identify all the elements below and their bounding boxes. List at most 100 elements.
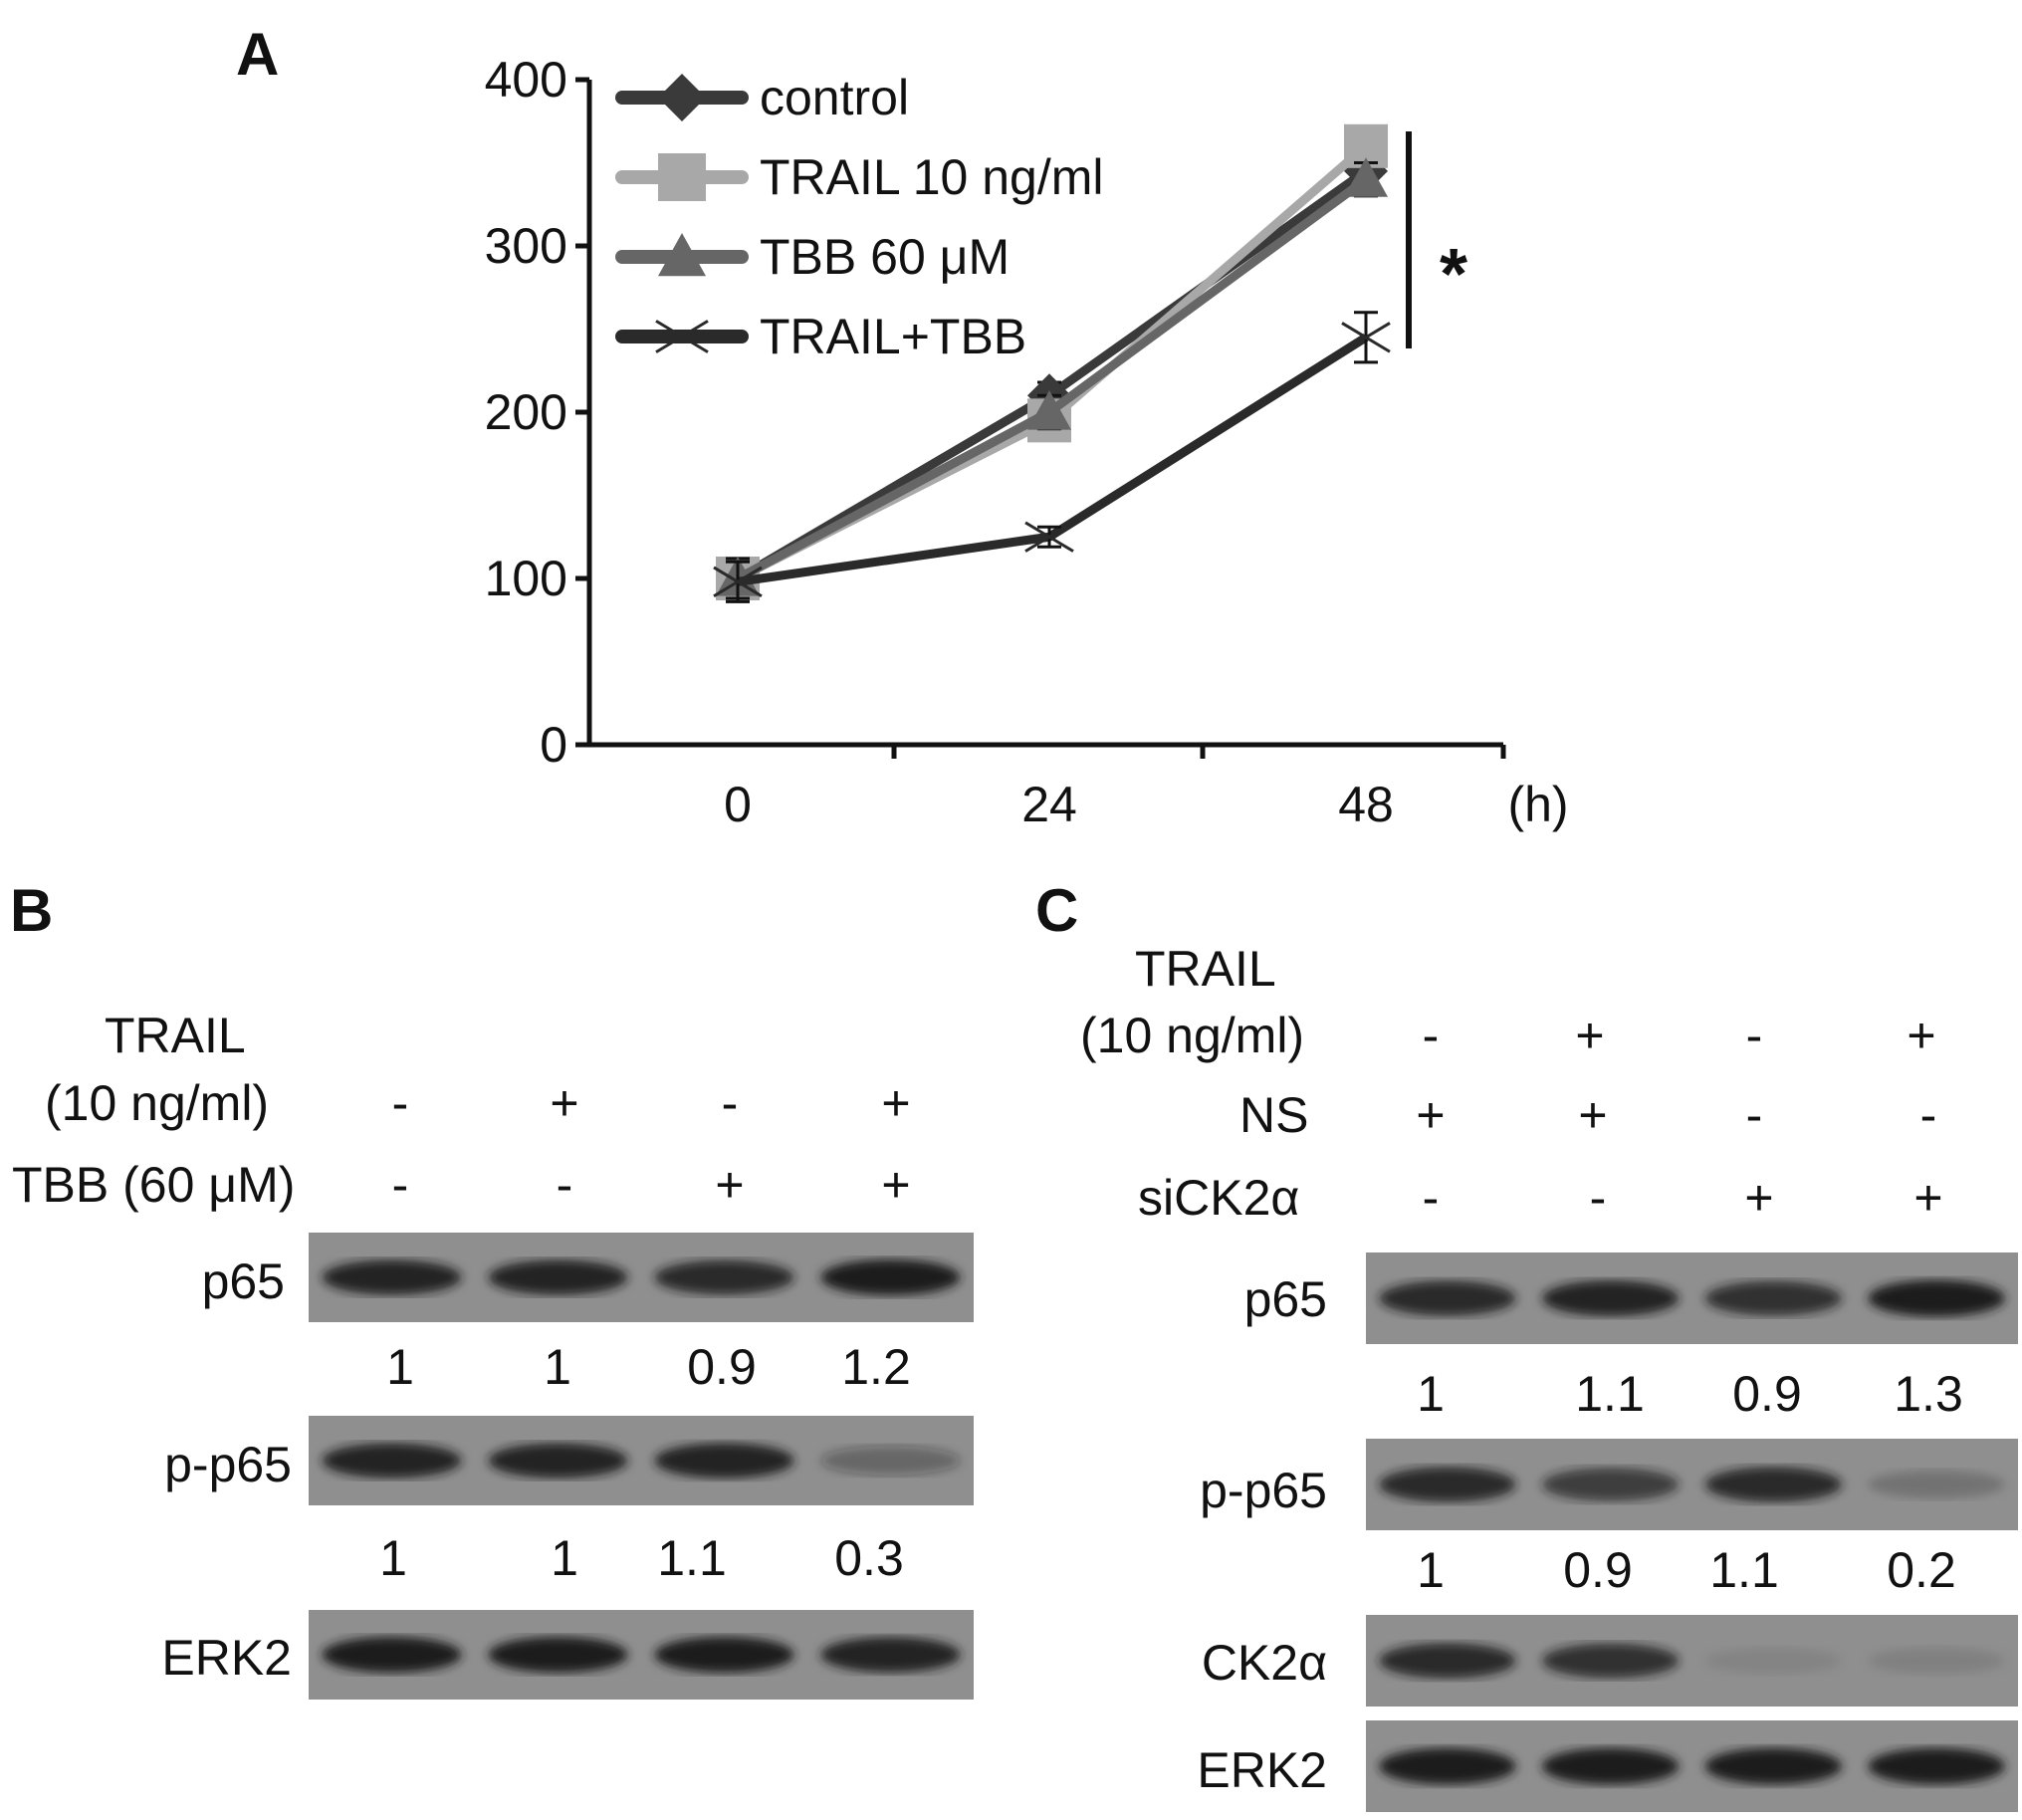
panel-b-trail-sign: - <box>721 1075 739 1131</box>
panel-c-trail-dose-label: (10 ng/ml) <box>1080 1008 1305 1063</box>
panel-c-blot-p-p65 <box>1366 1439 2018 1530</box>
blot-image <box>322 1637 961 1673</box>
panel-b-quant-value: 1 <box>386 1339 414 1395</box>
panel-b-trail-label: TRAIL <box>105 1008 246 1063</box>
panel-c-blot-erk2 <box>1366 1720 2018 1812</box>
x-axis-label: (h) <box>1507 777 1568 832</box>
panel-c-ns-sign: + <box>1578 1087 1608 1143</box>
panel-b-quant-value: 1.2 <box>841 1339 911 1395</box>
panel-c-quant-value: 1 <box>1417 1542 1445 1598</box>
y-tick-label: 0 <box>540 717 567 773</box>
blot-band <box>1704 1647 1843 1675</box>
blot-band <box>1379 1467 1516 1502</box>
panel-b-tbb-sign: - <box>556 1157 573 1213</box>
blot-band <box>1868 1279 2005 1317</box>
blot-image <box>322 1259 961 1295</box>
blot-band <box>1704 1280 1843 1316</box>
panel-c-trail-sign: - <box>1422 1008 1440 1063</box>
blot-band <box>1379 1747 1516 1785</box>
panel-b-blot-p-p65 <box>309 1416 974 1505</box>
panel-c-blot-p65 <box>1366 1252 2018 1344</box>
legend-label: TRAIL 10 ng/ml <box>760 149 1104 205</box>
panel-c-trail-sign: - <box>1745 1008 1763 1063</box>
panel-b-trail-sign: + <box>881 1075 911 1131</box>
panel-c-ns-sign: + <box>1416 1087 1446 1143</box>
panel-b-trail-sign: + <box>550 1075 579 1131</box>
legend-label: TBB 60 μM <box>760 229 1010 285</box>
panel-b-blot-p65 <box>309 1233 974 1322</box>
blot-band <box>488 1443 628 1479</box>
blot-band <box>1541 1468 1680 1501</box>
blot-band <box>1379 1280 1516 1316</box>
panel-c-sick2-sign: - <box>1589 1170 1607 1226</box>
legend-label: TRAIL+TBB <box>760 309 1026 364</box>
panel-c-sick2-sign: + <box>1744 1170 1774 1226</box>
blot-image <box>322 1443 961 1479</box>
blot-band <box>1868 1747 2005 1785</box>
blot-band <box>1704 1747 1843 1785</box>
panel-b-trail-sign: - <box>391 1075 409 1131</box>
x-tick-label: 48 <box>1338 777 1394 832</box>
blot-image <box>1379 1747 2005 1785</box>
panel-c-quant-value: 0.9 <box>1732 1366 1802 1422</box>
panel-c-trail-label: TRAIL <box>1135 941 1276 997</box>
blot-band <box>654 1259 794 1295</box>
panel-b-blot-label-p-p65: p-p65 <box>164 1437 292 1492</box>
panel-b-blot-label-p65: p65 <box>201 1253 285 1309</box>
legend-marker <box>655 320 709 353</box>
panel-c-quant-value: 1 <box>1417 1366 1445 1422</box>
blot-band <box>654 1637 794 1673</box>
panel-c-blot-label-p-p65: p-p65 <box>1200 1463 1327 1518</box>
panel-c-blot-label-ck2a: CK2α <box>1201 1635 1327 1691</box>
panel-c-sick2-label: siCK2α <box>1138 1170 1300 1226</box>
series-line <box>737 334 1369 586</box>
panel-c-quant-value: 1.3 <box>1894 1366 1963 1422</box>
blot-band <box>1868 1471 2005 1498</box>
y-tick-label: 100 <box>485 551 567 606</box>
panel-c-quant-value: 1.1 <box>1575 1366 1645 1422</box>
panel-c-sick2-sign: - <box>1422 1170 1440 1226</box>
panel-b-tbb-sign: - <box>391 1157 409 1213</box>
panel-c-quant-value: 1.1 <box>1709 1542 1779 1598</box>
data-point <box>1027 390 1071 430</box>
data-point <box>1024 521 1074 553</box>
panel-b-quant-value: 0.3 <box>834 1530 904 1586</box>
blot-band <box>488 1637 628 1673</box>
data-point <box>1341 322 1391 353</box>
data-point <box>1344 157 1388 197</box>
panel-letter-b: B <box>10 877 54 944</box>
x-tick-label: 0 <box>724 777 752 832</box>
blot-band <box>322 1259 462 1295</box>
blot-band <box>654 1443 794 1479</box>
blot-image <box>1379 1643 2005 1679</box>
blot-band <box>820 1259 961 1295</box>
panel-letter-c: C <box>1035 877 1079 944</box>
panel-b-blot-label-erk2: ERK2 <box>161 1630 292 1686</box>
panel-c-ns-sign: - <box>1919 1087 1937 1143</box>
blot-band <box>1868 1647 2005 1675</box>
legend-marker <box>658 74 706 121</box>
blot-band <box>1541 1643 1680 1679</box>
significance-mark: * <box>1440 235 1467 315</box>
legend-marker <box>658 233 706 277</box>
panel-letter-a: A <box>236 21 280 88</box>
panel-c-quant-value: 0.9 <box>1563 1542 1633 1598</box>
y-tick-label: 300 <box>485 218 567 274</box>
legend-label: control <box>760 70 909 125</box>
blot-band <box>322 1637 462 1673</box>
panel-c-ns-sign: - <box>1745 1087 1763 1143</box>
legend-marker <box>658 153 706 201</box>
panel-c-sick2-sign: + <box>1913 1170 1943 1226</box>
panel-b-tbb-label: TBB (60 μM) <box>12 1157 296 1213</box>
panel-b-quant-value: 1 <box>544 1339 571 1395</box>
panel-c-quant-value: 0.2 <box>1887 1542 1956 1598</box>
panel-b-tbb-sign: + <box>715 1157 745 1213</box>
x-tick-label: 24 <box>1021 777 1077 832</box>
panel-c-blot-ck2a <box>1366 1615 2018 1706</box>
blot-image <box>1379 1279 2005 1317</box>
panel-c-ns-label: NS <box>1239 1087 1309 1143</box>
panel-c-blot-label-erk2: ERK2 <box>1197 1742 1327 1798</box>
blot-band <box>1541 1747 1680 1785</box>
panel-c-blot-label-p65: p65 <box>1243 1271 1327 1327</box>
panel-c-trail-sign: + <box>1575 1008 1605 1063</box>
